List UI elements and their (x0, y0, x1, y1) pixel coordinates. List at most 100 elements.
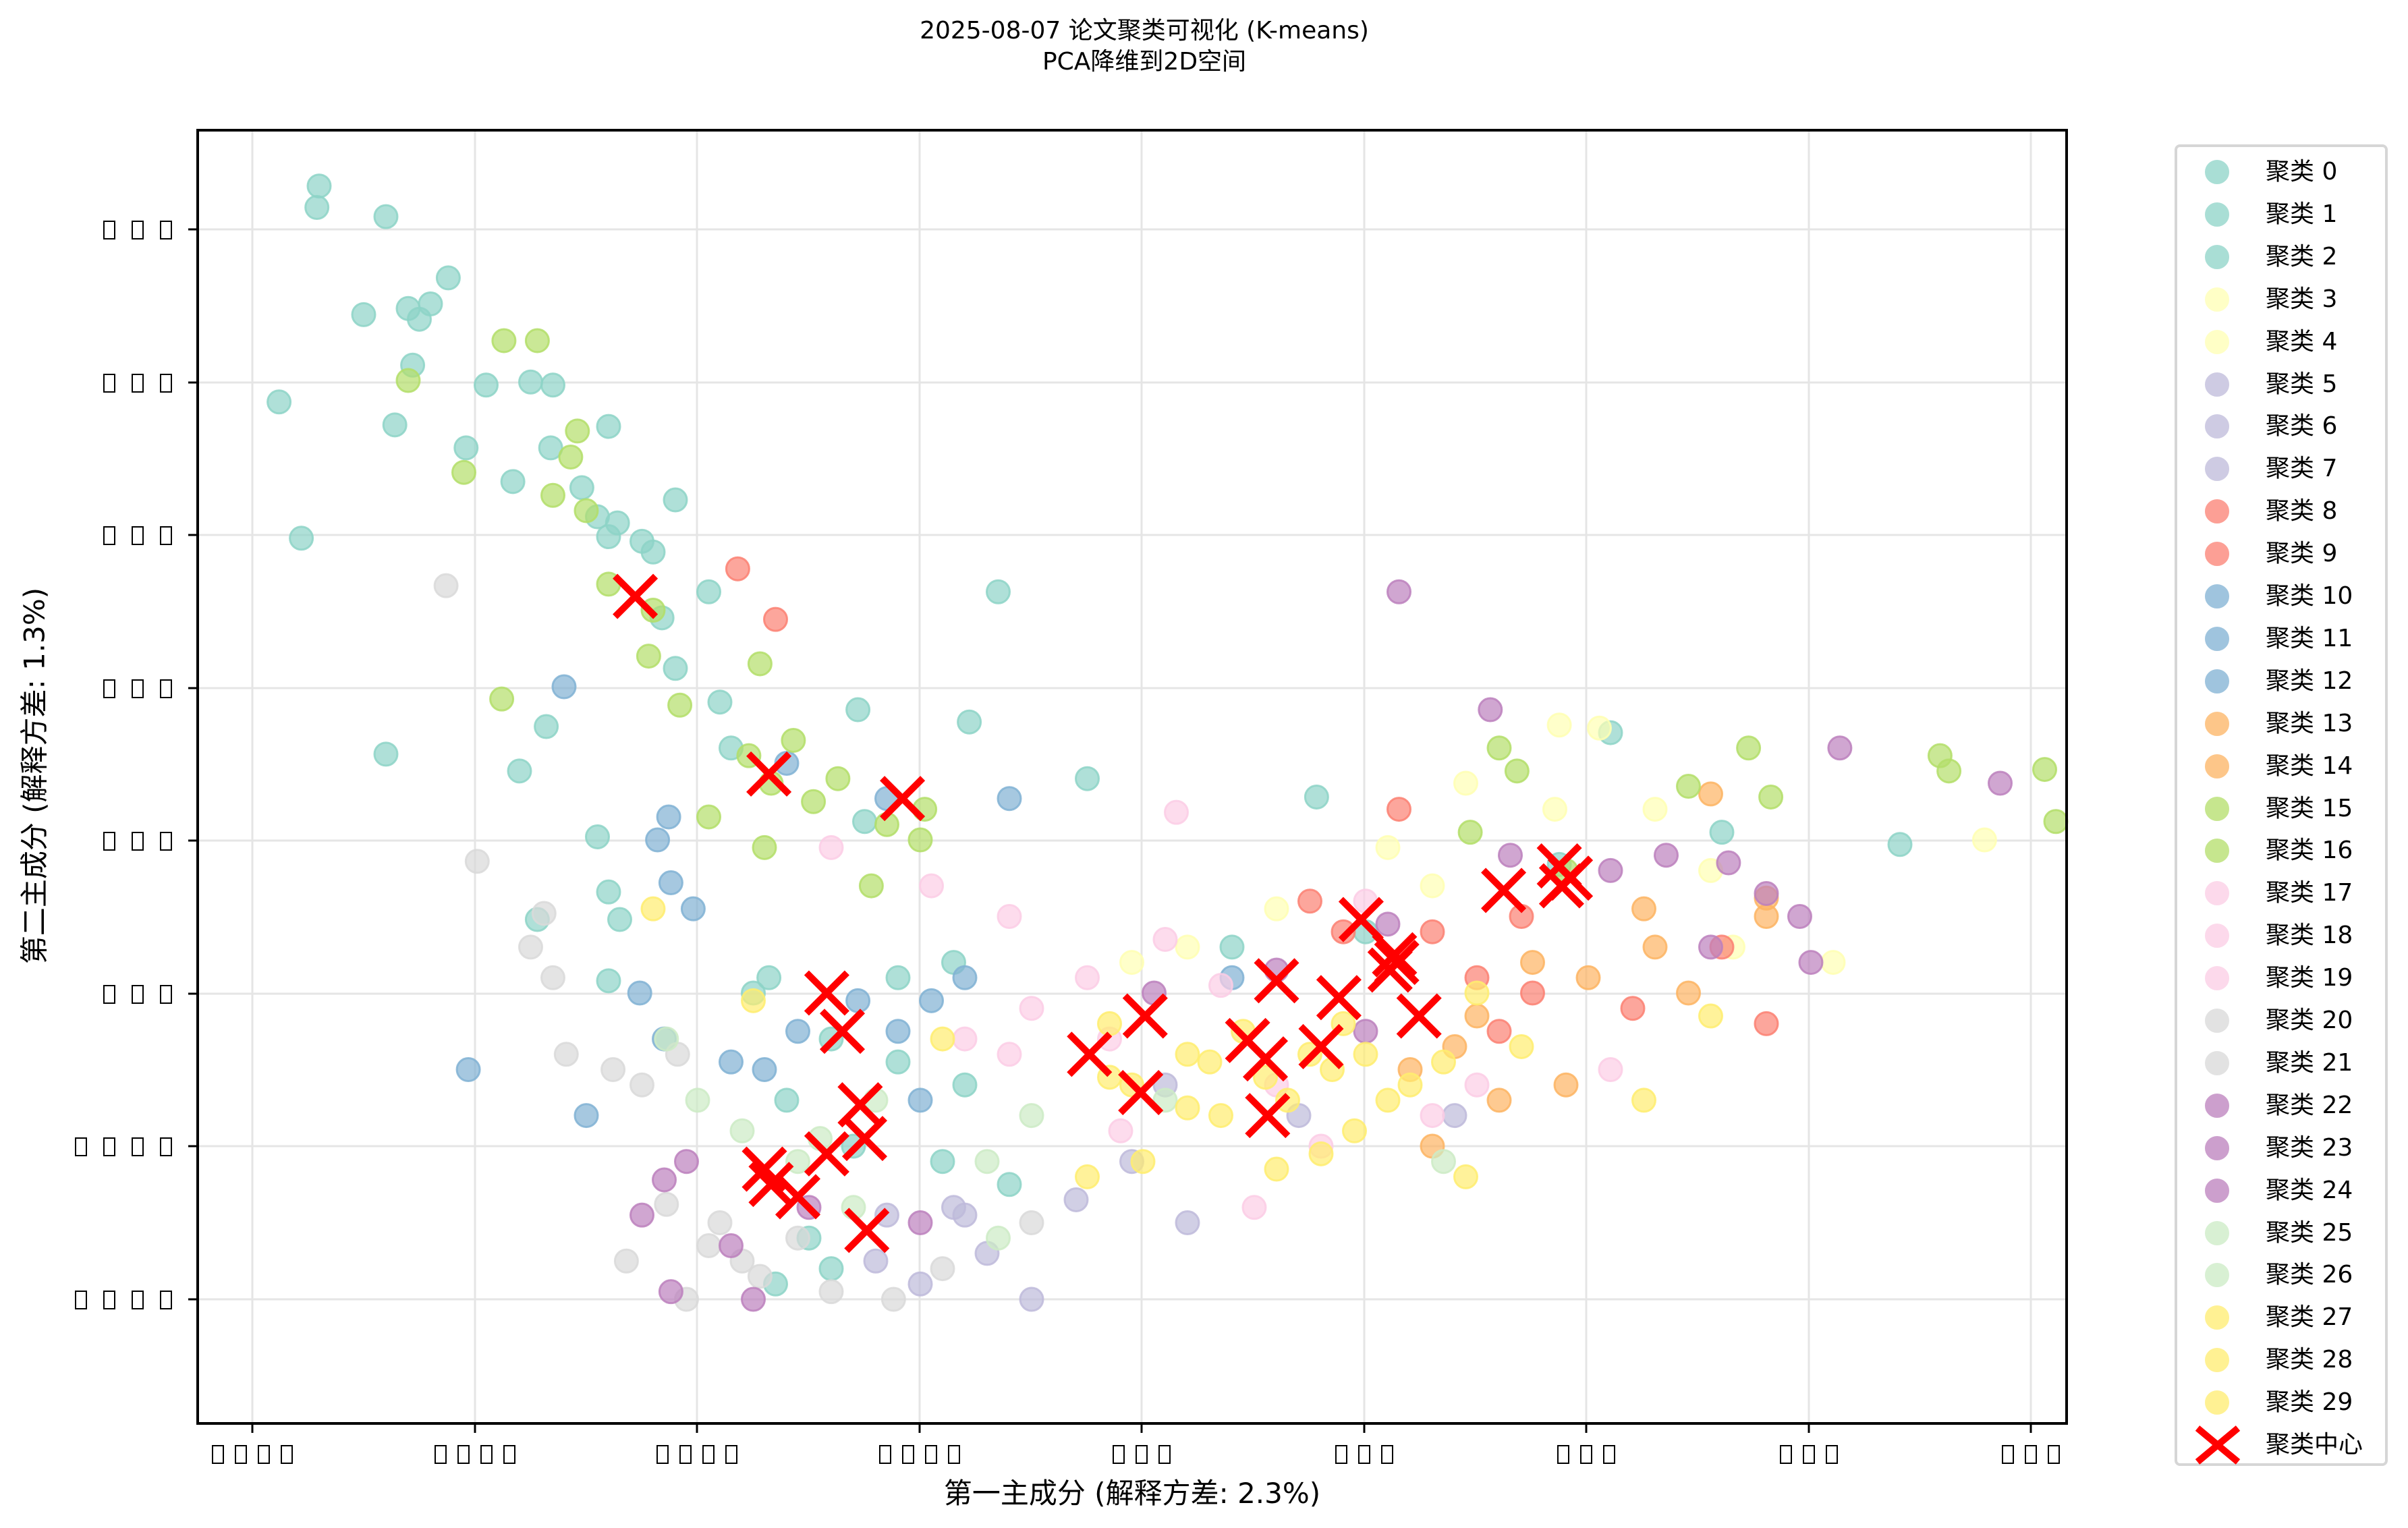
x-tick-label (651, 1444, 743, 1464)
data-point (1420, 1103, 1445, 1129)
data-point (725, 556, 750, 582)
data-point (600, 1057, 626, 1082)
data-point (696, 579, 721, 604)
legend-marker-icon (2205, 160, 2229, 184)
legend-label: 聚类 7 (2266, 455, 2338, 483)
y-tick-label (67, 1289, 180, 1309)
legend-item: 聚类 20 (2177, 1004, 2385, 1038)
data-point (1387, 797, 1411, 822)
axis-ticks (188, 228, 2032, 1433)
data-point (1598, 857, 1623, 883)
legend-marker-icon (2205, 1093, 2229, 1118)
legend-item: 聚类 23 (2177, 1131, 2385, 1165)
data-point (1331, 919, 1356, 944)
data-point (774, 1087, 800, 1113)
legend-marker-icon (2205, 584, 2229, 609)
x-axis-label: 第一主成分 (解释方差: 2.3%) (943, 1477, 1321, 1510)
data-point (1375, 911, 1401, 937)
cluster-center-marker (1338, 897, 1384, 942)
legend-item-centers: 聚类中心 (2177, 1425, 2385, 1465)
data-point (585, 824, 610, 849)
legend-marker-icon (2205, 414, 2229, 439)
legend-label: 聚类 11 (2266, 624, 2353, 652)
data-point (1197, 1049, 1223, 1075)
legend-marker-icon (2205, 754, 2229, 779)
legend-marker-icon (2205, 287, 2229, 312)
legend-item: 聚类 13 (2177, 707, 2385, 741)
data-point (551, 674, 577, 700)
data-point (1698, 934, 1723, 960)
data-point (1820, 950, 1846, 975)
data-point (997, 1172, 1022, 1197)
data-point (607, 907, 632, 932)
chart-subtitle: PCA降维到2D空间 (1042, 48, 1247, 76)
data-point (1353, 1019, 1378, 1044)
data-point (433, 573, 459, 598)
legend-item: 聚类 27 (2177, 1301, 2385, 1334)
data-point (1587, 715, 1612, 741)
data-point (1164, 799, 1189, 825)
data-point (373, 204, 399, 229)
data-point (573, 1103, 599, 1129)
legend-label: 聚类 24 (2266, 1176, 2353, 1204)
legend-label: 聚类 4 (2266, 327, 2338, 356)
legend-label: 聚类 16 (2266, 837, 2353, 865)
data-point (1698, 781, 1723, 807)
data-point (654, 1026, 679, 1052)
data-point (1631, 1087, 1656, 1113)
cluster-center-marker (804, 1131, 849, 1177)
legend-marker-icon (2205, 1305, 2229, 1330)
data-point (435, 265, 461, 291)
data-point (1676, 980, 1701, 1006)
data-point (1520, 980, 1545, 1006)
legend-label: 聚类 19 (2266, 964, 2353, 992)
data-point (558, 445, 584, 470)
data-point (267, 389, 292, 415)
data-point (1716, 850, 1741, 876)
data-point (453, 435, 479, 461)
legend-label: 聚类 17 (2266, 879, 2353, 907)
data-point (654, 1191, 679, 1217)
legend-label: 聚类 5 (2266, 370, 2338, 398)
data-point (540, 372, 565, 398)
cluster-center-marker (1122, 993, 1168, 1039)
data-point (1598, 1057, 1623, 1082)
data-point (636, 644, 661, 669)
cluster-center-marker (748, 1162, 794, 1208)
data-point (763, 606, 788, 632)
legend-item: 聚类 12 (2177, 664, 2385, 698)
data-point (907, 827, 933, 853)
data-point (674, 1149, 699, 1175)
data-point (1375, 834, 1401, 860)
legend-label: 聚类 21 (2266, 1048, 2353, 1077)
data-point (524, 328, 550, 353)
legend-item: 聚类 0 (2177, 155, 2385, 189)
cluster-center-marker (613, 573, 659, 619)
x-tick-label (1330, 1444, 1399, 1464)
data-point (1575, 965, 1601, 990)
data-point (1457, 820, 1483, 845)
data-point (930, 1149, 955, 1175)
data-point (455, 1057, 481, 1082)
cluster-center-marker (746, 751, 792, 797)
data-point (1308, 1141, 1334, 1166)
data-point (1464, 1003, 1490, 1029)
legend-label: 聚类 15 (2266, 794, 2353, 822)
data-point (747, 651, 773, 677)
data-point (919, 988, 944, 1013)
y-tick-label (95, 984, 180, 1004)
legend-item: 聚类 16 (2177, 834, 2385, 868)
y-tick-label (95, 830, 180, 851)
data-point (652, 1167, 677, 1193)
data-point (1019, 1286, 1044, 1312)
data-point (952, 1072, 978, 1098)
data-point (2043, 809, 2069, 834)
legend-label: 聚类 28 (2266, 1346, 2353, 1374)
data-point (1075, 965, 1100, 990)
cluster-center-marker (1242, 1036, 1289, 1082)
data-point (707, 689, 733, 715)
data-point (741, 1286, 766, 1312)
data-point (1486, 735, 1512, 761)
data-point (663, 656, 688, 681)
